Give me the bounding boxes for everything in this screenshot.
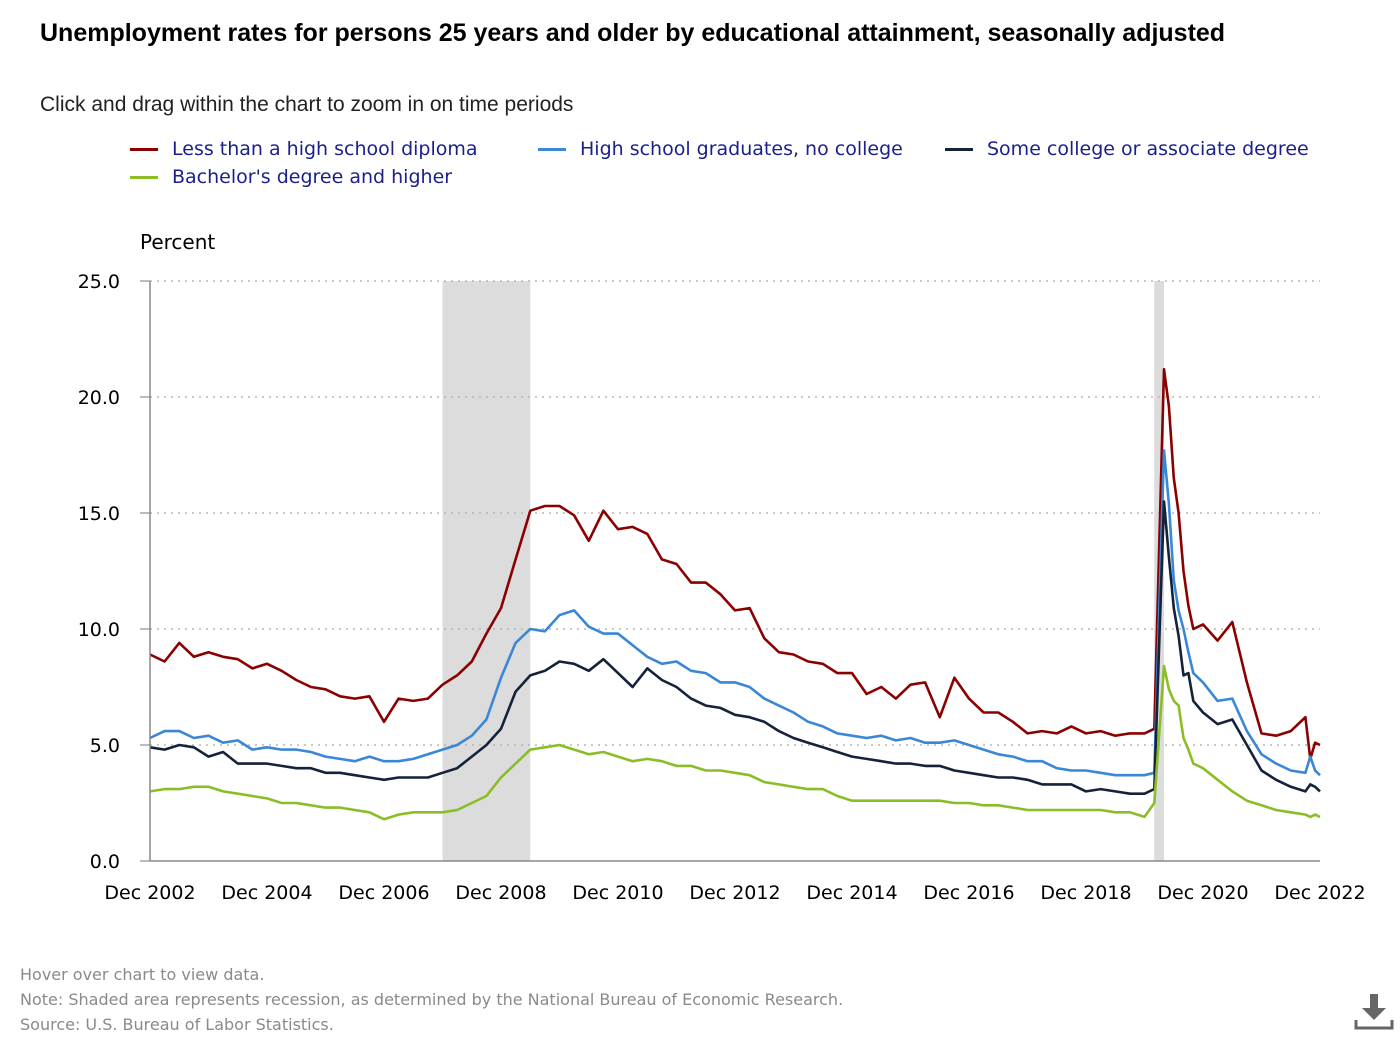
legend-swatch-bachelors [130, 175, 158, 179]
hover-hint: Hover over chart to view data. [20, 965, 265, 984]
y-tick-label: 15.0 [78, 503, 120, 525]
legend-item-some-college[interactable]: Some college or associate degree [945, 138, 1309, 160]
legend-swatch-less-than-hs [130, 147, 158, 151]
grid-layer [150, 280, 1320, 746]
chart-title: Unemployment rates for persons 25 years … [40, 19, 1226, 47]
series-line-less-than-a-high-school-diploma[interactable] [149, 367, 1321, 761]
x-tick-label: Dec 2004 [221, 882, 312, 904]
x-tick-label: Dec 2002 [104, 882, 195, 904]
x-tick-label: Dec 2008 [455, 882, 546, 904]
legend-label: Some college or associate degree [987, 138, 1309, 160]
x-tick-label: Dec 2022 [1274, 882, 1365, 904]
chart-subtitle: Click and drag within the chart to zoom … [40, 93, 574, 116]
y-tick-label: 5.0 [90, 735, 120, 757]
y-tick-label: 10.0 [78, 619, 120, 641]
x-tick-label: Dec 2012 [689, 882, 780, 904]
y-tick-label: 20.0 [78, 387, 120, 409]
axis-layer: 0.0 5.0 10.0 15.0 20.0 25.0 Dec 2002 Dec 2004 De… [78, 271, 1366, 904]
source-note: Source: U.S. Bureau of Labor Statistics. [20, 1015, 334, 1034]
legend-swatch-hs-grad [538, 147, 566, 151]
legend-item-less-than-hs[interactable]: Less than a high school diploma [130, 138, 478, 160]
recession-note: Note: Shaded area represents recession, … [20, 990, 844, 1009]
y-tick-label: 0.0 [90, 851, 120, 873]
legend-item-hs-grad[interactable]: High school graduates, no college [538, 138, 903, 160]
legend-label: Less than a high school diploma [172, 138, 478, 160]
x-tick-label: Dec 2020 [1157, 882, 1248, 904]
y-axis-label: Percent [140, 230, 215, 254]
y-tick-label: 25.0 [78, 271, 120, 293]
chart-plot-area[interactable]: 0.0 5.0 10.0 15.0 20.0 25.0 Dec 2002 Dec 2004 De… [0, 220, 1400, 920]
chart-footer: Hover over chart to view data. Note: Sha… [20, 962, 843, 1037]
x-tick-label: Dec 2006 [338, 882, 429, 904]
x-tick-label: Dec 2010 [572, 882, 663, 904]
series-line-bachelor-s-degree-and-higher[interactable] [149, 664, 1321, 821]
legend-label: Bachelor's degree and higher [172, 166, 453, 188]
x-tick-label: Dec 2014 [806, 882, 897, 904]
recession-band [442, 281, 531, 861]
legend-label: High school graduates, no college [580, 138, 903, 160]
x-tick-label: Dec 2016 [923, 882, 1014, 904]
download-icon[interactable] [1352, 990, 1396, 1034]
series-layer [149, 367, 1321, 821]
legend-swatch-some-college [945, 147, 973, 151]
series-line-high-school-graduates-no-college[interactable] [149, 449, 1321, 777]
x-tick-label: Dec 2018 [1040, 882, 1131, 904]
series-line-some-college-or-associate-degree[interactable] [149, 500, 1321, 796]
legend-item-bachelors[interactable]: Bachelor's degree and higher [130, 166, 452, 188]
recession-layer [442, 281, 1164, 861]
